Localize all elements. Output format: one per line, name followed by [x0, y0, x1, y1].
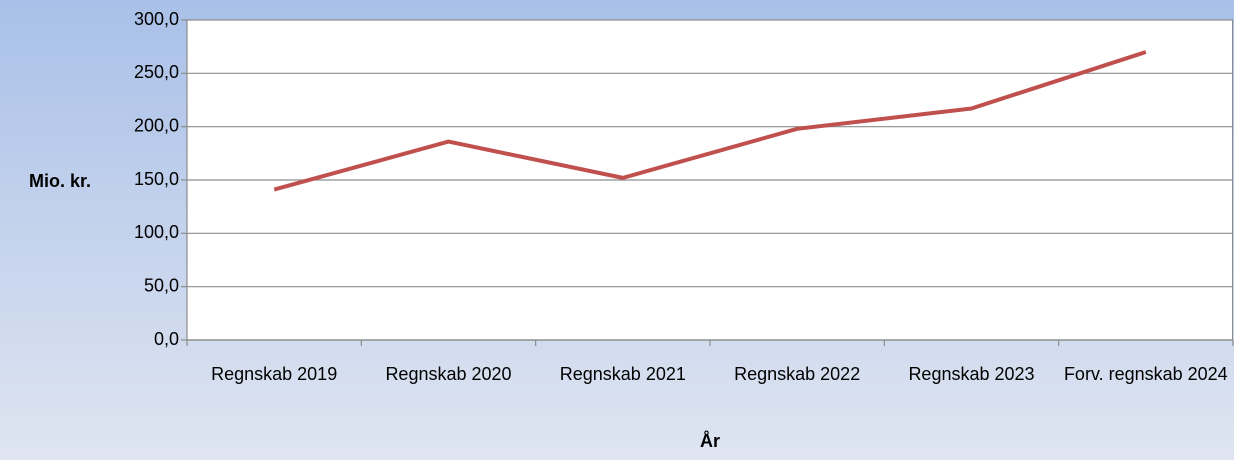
x-tick-label-box: Regnskab 2021	[559, 364, 686, 384]
y-tick-label: 0,0	[154, 329, 179, 349]
x-tick-label: Regnskab 2023	[908, 364, 1035, 384]
y-tick-label: 150,0	[134, 169, 179, 189]
y-tick-label: 300,0	[134, 9, 179, 29]
x-tick-label: Regnskab 2020	[385, 364, 512, 384]
x-tick-label-box: Forv. regnskab 2024	[1063, 364, 1228, 384]
x-tick-label: Forv. regnskab 2024	[1063, 364, 1228, 384]
y-tick-label: 200,0	[134, 115, 179, 135]
x-tick-label: Regnskab 2019	[211, 364, 338, 384]
x-axis-label: År	[700, 431, 720, 451]
x-tick-label-box: Regnskab 2022	[734, 364, 861, 384]
x-tick-label: Regnskab 2021	[559, 364, 686, 384]
data-line	[273, 50, 1147, 192]
y-tick-label: 250,0	[134, 62, 179, 82]
y-axis-label: Mio. kr.	[29, 171, 91, 191]
x-tick-label-box: Regnskab 2023	[908, 364, 1035, 384]
x-tick-label-box: Regnskab 2019	[211, 364, 338, 384]
y-tick-label: 50,0	[144, 275, 179, 295]
y-tick-label: 100,0	[134, 222, 179, 242]
x-tick-label-box: Regnskab 2020	[385, 364, 512, 384]
x-tick-label: Regnskab 2022	[734, 364, 861, 384]
